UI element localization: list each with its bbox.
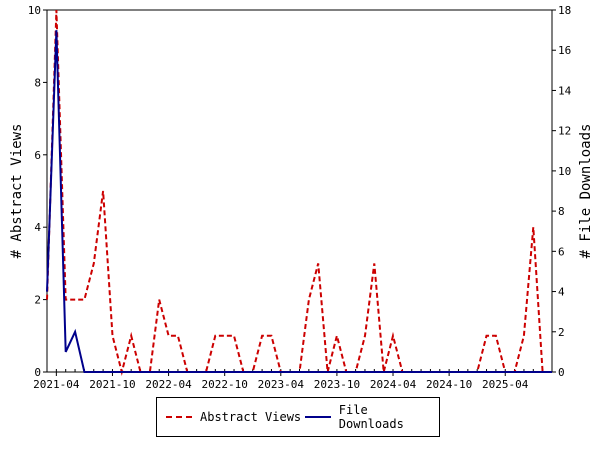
legend-item-file-downloads: File Downloads [305, 403, 439, 431]
x-tick-label: 2024-04 [370, 378, 417, 391]
y2-tick-label: 2 [558, 326, 565, 339]
series-line-file-downloads [46, 30, 552, 373]
y2-tick-label: 18 [558, 4, 571, 17]
y2-tick-label: 14 [558, 84, 572, 97]
x-tick-label: 2021-10 [89, 378, 135, 391]
axis-ticks: 0 2 4 6 8 10 0 2 4 6 8 10 12 14 16 18 2021-04 2021-10 2022… [28, 4, 572, 391]
series-line-abstract-views [46, 9, 552, 376]
x-tick-label: 2024-10 [426, 378, 472, 391]
y2-axis-title: # File Downloads [578, 124, 594, 259]
x-tick-label: 2023-10 [314, 378, 360, 391]
y2-tick-label: 4 [558, 286, 565, 299]
y-tick-label: 8 [34, 76, 41, 89]
y2-tick-label: 12 [558, 125, 571, 138]
legend-swatch-abstract-views [166, 416, 192, 418]
x-tick-label: 2023-04 [258, 378, 305, 391]
y2-tick-label: 0 [558, 366, 565, 379]
legend-swatch-file-downloads [305, 416, 331, 418]
y-tick-label: 10 [28, 4, 41, 17]
y2-tick-label: 16 [558, 44, 571, 57]
y-axis-title: # Abstract Views [9, 124, 25, 259]
legend: Abstract Views File Downloads [156, 397, 440, 437]
y2-tick-label: 8 [558, 205, 565, 218]
y2-tick-label: 6 [558, 245, 565, 258]
y-tick-label: 4 [34, 221, 41, 234]
legend-label-file-downloads: File Downloads [338, 403, 404, 431]
y2-tick-label: 10 [558, 165, 571, 178]
y-tick-label: 0 [34, 366, 41, 379]
legend-label-abstract-views: Abstract Views [200, 410, 302, 424]
x-tick-label: 2025-04 [482, 378, 529, 391]
plot-frame [46, 9, 553, 373]
x-tick-label: 2022-04 [145, 378, 192, 391]
x-tick-label: 2021-04 [33, 378, 80, 391]
legend-item-abstract-views: Abstract Views [166, 410, 301, 424]
x-tick-label: 2022-10 [202, 378, 248, 391]
y-tick-label: 2 [34, 294, 41, 307]
series-layer [46, 9, 552, 376]
y-tick-label: 6 [34, 149, 41, 162]
